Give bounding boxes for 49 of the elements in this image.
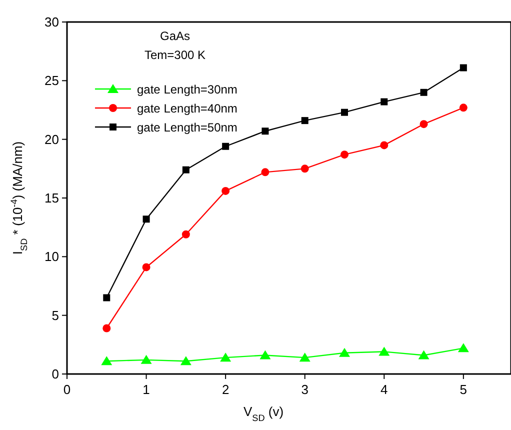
- x-tick-label: 4: [380, 382, 388, 397]
- x-axis-title: V$_{SD}$ (v): [243, 404, 284, 423]
- point: [418, 350, 430, 360]
- point: [340, 150, 348, 159]
- annotation: Tem=300 K: [144, 48, 206, 62]
- x-tick-label: 5: [460, 382, 468, 397]
- point: [300, 164, 309, 173]
- point: [380, 141, 388, 150]
- point: [101, 356, 112, 366]
- point: [460, 64, 467, 72]
- point: [260, 350, 271, 360]
- point: [262, 128, 269, 135]
- point: [180, 356, 192, 366]
- x-tick-label: 2: [222, 382, 230, 397]
- y-tick-label: 20: [44, 132, 59, 147]
- point: [458, 343, 469, 352]
- point: [142, 216, 150, 223]
- point: [380, 98, 388, 106]
- point: [182, 166, 190, 174]
- point: [341, 108, 348, 116]
- y-tick-label: 30: [44, 14, 59, 30]
- point: [182, 230, 190, 238]
- y-tick-label: 25: [44, 73, 59, 88]
- x-tick-label: 1: [142, 382, 150, 397]
- point: [140, 354, 152, 364]
- point: [339, 348, 350, 357]
- point: [299, 352, 310, 362]
- y-tick-label: 10: [44, 249, 59, 264]
- legend-label: gate Length=40nm: [137, 102, 238, 116]
- y-tick-label: 5: [52, 308, 59, 323]
- point: [142, 263, 150, 272]
- point: [420, 120, 428, 128]
- point: [420, 88, 428, 96]
- legend-label: gate Length=50nm: [137, 120, 238, 134]
- y-tick-label: 15: [44, 190, 59, 206]
- y-tick-label: 0: [52, 366, 59, 382]
- x-tick-label: 3: [301, 382, 308, 397]
- legend-label: gate Length=30nm: [137, 82, 238, 96]
- point: [103, 294, 110, 302]
- annotation: GaAs: [160, 29, 190, 43]
- point: [102, 324, 111, 332]
- point: [459, 104, 468, 112]
- x-tick-label: 0: [63, 382, 71, 397]
- point: [220, 352, 232, 362]
- point: [222, 186, 230, 195]
- point: [301, 117, 308, 124]
- point: [261, 168, 270, 176]
- point: [222, 142, 230, 150]
- point: [378, 346, 390, 356]
